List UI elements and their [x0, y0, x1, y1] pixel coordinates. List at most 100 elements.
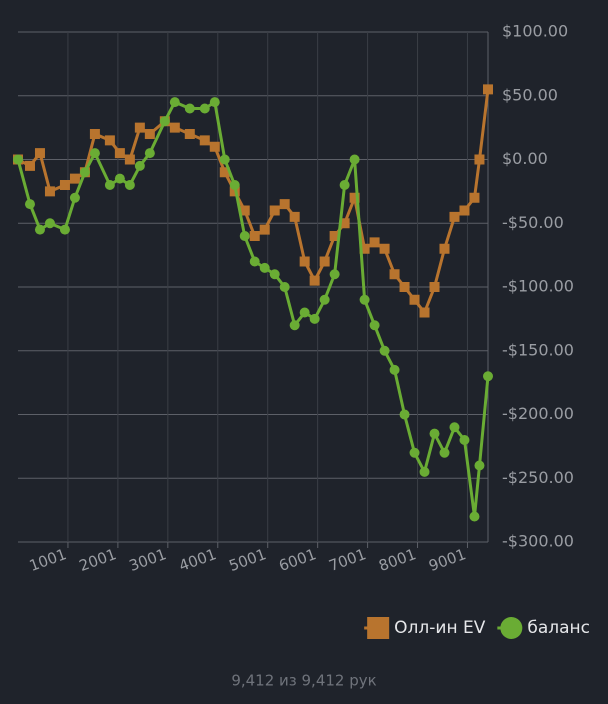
point — [239, 231, 250, 241]
legend-label: Олл-ин EV — [394, 618, 486, 638]
x-tick-label: 1001 — [27, 545, 69, 575]
x-tick-label: 5001 — [227, 545, 269, 575]
point — [239, 205, 250, 216]
point — [459, 205, 470, 216]
point — [209, 141, 220, 152]
x-tick-label: 3001 — [127, 545, 169, 575]
point — [114, 148, 125, 159]
point — [319, 256, 330, 267]
point — [469, 511, 480, 522]
point — [79, 167, 90, 178]
x-tick-label: 8001 — [376, 545, 418, 575]
series — [13, 84, 493, 318]
point — [419, 307, 430, 318]
point — [13, 154, 23, 165]
point — [474, 154, 485, 165]
point — [359, 243, 370, 254]
point — [469, 192, 480, 203]
point — [279, 199, 290, 210]
x-tick-label: 6001 — [277, 545, 319, 575]
point — [309, 313, 320, 324]
point — [339, 218, 350, 229]
point — [44, 186, 55, 197]
point — [459, 435, 470, 445]
point — [219, 167, 230, 178]
point — [299, 307, 310, 318]
point — [44, 218, 55, 229]
point — [483, 84, 493, 95]
y-tick-label: -$200.00 — [502, 404, 574, 423]
y-tick-label: $0.00 — [502, 149, 548, 168]
point — [169, 122, 180, 133]
point — [399, 409, 410, 420]
point — [34, 224, 45, 235]
point — [259, 224, 270, 235]
point — [369, 237, 380, 248]
point — [379, 243, 390, 254]
point — [114, 173, 125, 184]
point — [289, 320, 300, 331]
x-tick-label: 7001 — [326, 545, 368, 575]
point — [124, 154, 135, 165]
point — [209, 97, 220, 108]
point — [309, 275, 320, 286]
legend-label: баланс — [527, 618, 590, 638]
point — [144, 129, 155, 139]
point — [104, 180, 115, 190]
point — [279, 282, 290, 292]
point — [24, 199, 35, 210]
x-tick-label: 2001 — [77, 545, 119, 575]
point — [89, 129, 100, 139]
point — [249, 231, 260, 241]
legend-marker — [367, 617, 390, 639]
series — [13, 97, 493, 522]
point — [124, 180, 135, 190]
point — [199, 135, 210, 146]
point — [104, 135, 115, 146]
point — [329, 269, 340, 280]
point — [159, 116, 170, 127]
point — [369, 320, 380, 331]
series-line — [16, 99, 490, 517]
y-tick-label: $50.00 — [502, 85, 558, 104]
point — [399, 282, 410, 292]
point — [359, 294, 370, 305]
point — [483, 371, 493, 382]
y-tick-label: -$150.00 — [502, 340, 574, 359]
legend-marker — [500, 617, 523, 639]
point — [269, 205, 280, 216]
point — [449, 422, 460, 433]
point — [59, 224, 70, 235]
y-tick-label: -$100.00 — [502, 277, 574, 296]
point — [144, 148, 155, 159]
point — [184, 103, 195, 114]
point — [319, 294, 330, 305]
point — [449, 211, 460, 222]
point — [219, 154, 230, 165]
point — [69, 192, 80, 203]
point — [329, 231, 340, 241]
series-line — [17, 89, 490, 316]
point — [409, 447, 420, 458]
point — [389, 269, 400, 280]
y-tick-label: -$250.00 — [502, 468, 574, 487]
point — [289, 211, 300, 222]
point — [134, 160, 145, 171]
point — [229, 180, 240, 190]
point — [419, 466, 430, 477]
x-tick-label: 4001 — [177, 545, 219, 575]
point — [134, 122, 145, 133]
point — [199, 103, 210, 114]
point — [339, 180, 350, 190]
point — [249, 256, 260, 267]
point — [474, 460, 485, 471]
point — [429, 428, 440, 439]
point — [349, 192, 360, 203]
point — [259, 262, 270, 273]
point — [349, 154, 360, 165]
point — [89, 148, 100, 159]
point — [379, 345, 390, 356]
point — [299, 256, 310, 267]
x-tick-label: 9001 — [426, 545, 468, 575]
